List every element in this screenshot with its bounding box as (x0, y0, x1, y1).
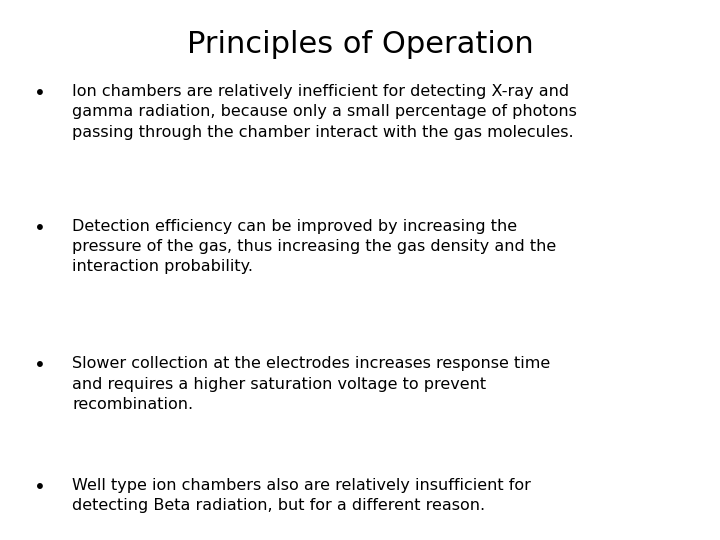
Text: Ion chambers are relatively inefficient for detecting X-ray and
gamma radiation,: Ion chambers are relatively inefficient … (72, 84, 577, 139)
Text: Slower collection at the electrodes increases response time
and requires a highe: Slower collection at the electrodes incr… (72, 356, 550, 412)
Text: Well type ion chambers also are relatively insufficient for
detecting Beta radia: Well type ion chambers also are relative… (72, 478, 531, 514)
Text: Principles of Operation: Principles of Operation (186, 30, 534, 59)
Text: •: • (34, 219, 45, 238)
Text: •: • (34, 478, 45, 497)
Text: •: • (34, 84, 45, 103)
Text: Detection efficiency can be improved by increasing the
pressure of the gas, thus: Detection efficiency can be improved by … (72, 219, 557, 274)
Text: •: • (34, 356, 45, 375)
